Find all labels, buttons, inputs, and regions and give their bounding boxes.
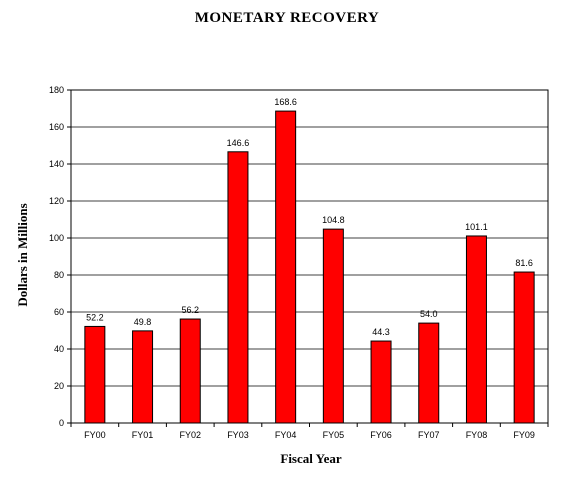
y-axis-title: Dollars in Millions [15,203,30,306]
chart-title: MONETARY RECOVERY [194,10,380,26]
bar [275,110,297,424]
x-tick-label: FY06 [370,430,392,440]
y-tick-label: 0 [59,418,64,428]
data-label: 54.0 [420,309,438,319]
y-tick-label: 20 [54,381,64,391]
bar [132,330,154,424]
y-tick-label: 140 [49,159,64,169]
data-label: 104.8 [322,215,345,225]
bar [370,340,392,424]
x-tick-label: FY03 [227,430,249,440]
data-label: 44.3 [372,327,390,337]
bar [179,318,201,424]
bar [513,271,535,424]
x-tick-label: FY05 [323,430,345,440]
y-tick-label: 60 [54,307,64,317]
x-tick-label: FY04 [275,430,297,440]
bars-layer: 52.2 49.8 56.2 146.6 168.6 104.8 44.3 54.0 101.1… [84,97,535,424]
bar [418,322,440,424]
y-tick-label: 160 [49,122,64,132]
data-label: 56.2 [181,305,199,315]
x-tick-label: FY00 [84,430,106,440]
data-label: 146.6 [227,138,250,148]
x-tick-label: FY07 [418,430,440,440]
data-label: 49.8 [134,317,152,327]
bar [322,228,344,424]
x-tick-label: FY08 [466,430,488,440]
x-tick-label: FY09 [513,430,535,440]
x-tick-label: FY01 [132,430,154,440]
data-label: 168.6 [274,97,297,107]
y-tick-label: 180 [49,85,64,95]
bar [84,325,106,424]
axes-layer: 0 20 40 60 80 100 120 140 160 180 FY00 FY01 FY02 FY03… [49,85,549,440]
x-tick-label: FY02 [179,430,201,440]
y-tick-label: 120 [49,196,64,206]
data-label: 52.2 [86,312,104,322]
data-label: 101.1 [465,222,488,232]
y-tick-label: 100 [49,233,64,243]
bar [465,235,487,424]
y-tick-label: 40 [54,344,64,354]
y-tick-label: 80 [54,270,64,280]
bar [227,151,249,424]
x-axis-title: Fiscal Year [280,451,341,466]
data-label: 81.6 [515,258,533,268]
